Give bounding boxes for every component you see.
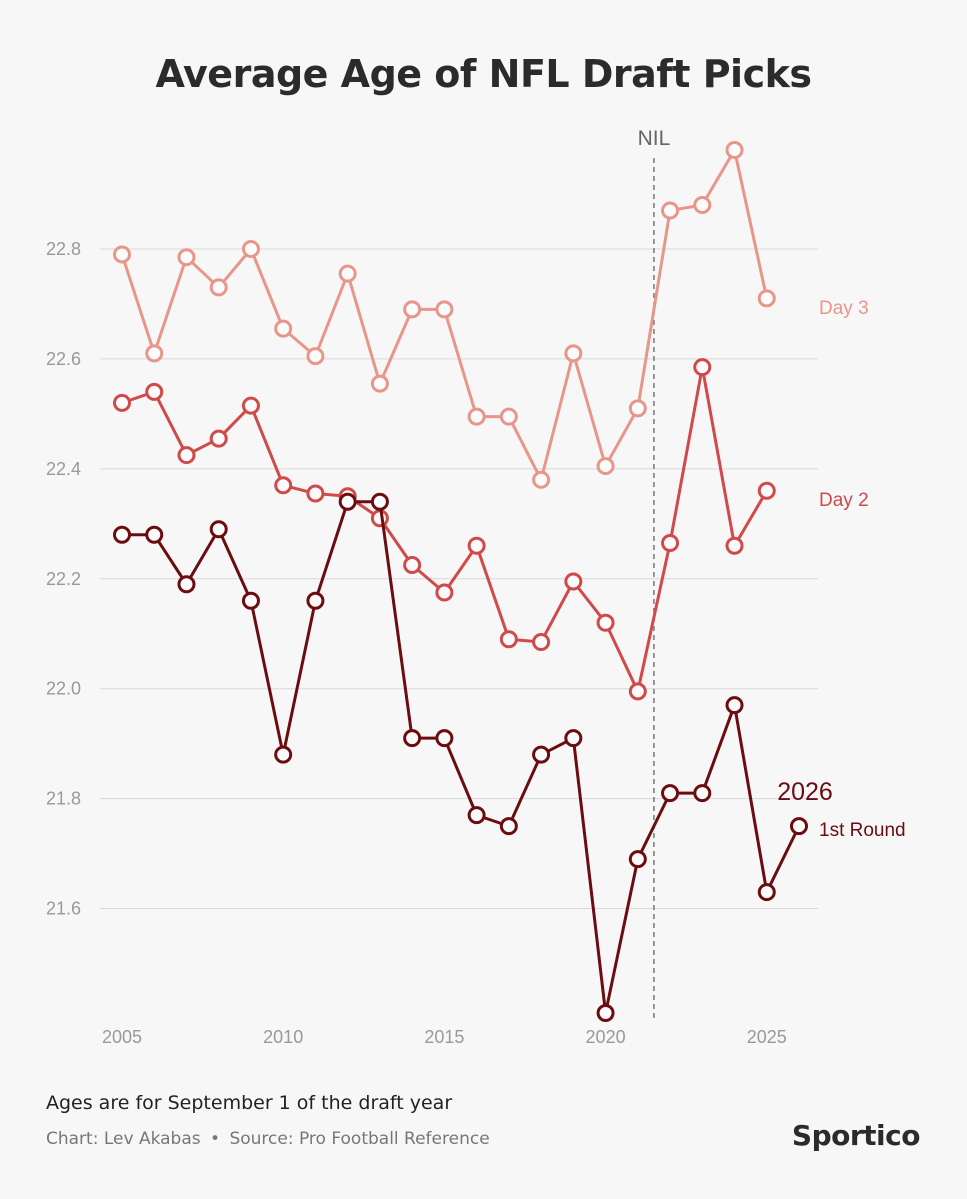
data-point bbox=[693, 784, 712, 803]
data-point bbox=[209, 429, 228, 448]
data-point bbox=[564, 729, 583, 748]
footnote: Ages are for September 1 of the draft ye… bbox=[46, 1092, 453, 1114]
data-point bbox=[499, 630, 518, 649]
series-day-3: Day 3 bbox=[113, 141, 869, 489]
data-point bbox=[532, 745, 551, 764]
data-point bbox=[661, 784, 680, 803]
data-point bbox=[113, 525, 131, 544]
data-point bbox=[338, 492, 357, 511]
y-tick-label: 21.8 bbox=[46, 789, 81, 809]
data-point bbox=[370, 492, 389, 511]
data-point bbox=[693, 358, 712, 377]
data-point bbox=[564, 572, 583, 591]
data-point bbox=[145, 382, 164, 401]
data-point bbox=[661, 201, 680, 220]
x-tick-label: 2010 bbox=[263, 1027, 303, 1047]
data-point bbox=[596, 613, 615, 632]
x-tick-label: 2025 bbox=[747, 1027, 787, 1047]
data-point bbox=[145, 525, 164, 544]
data-point bbox=[790, 817, 808, 836]
data-point bbox=[209, 278, 228, 297]
data-point bbox=[241, 591, 260, 610]
data-point bbox=[596, 457, 615, 476]
data-point bbox=[370, 509, 389, 528]
data-point bbox=[274, 476, 293, 495]
y-gridlines: 21.6 21.8 22.0 22.2 22.4 22.6 22.8 bbox=[46, 239, 818, 919]
series-line bbox=[122, 500, 801, 1015]
credit-separator: • bbox=[210, 1129, 221, 1149]
data-point bbox=[757, 481, 776, 500]
data-point bbox=[596, 1004, 615, 1022]
chart-title: Average Age of NFL Draft Picks bbox=[155, 52, 812, 96]
data-point bbox=[693, 195, 712, 214]
series-label: Day 2 bbox=[819, 490, 869, 511]
data-point bbox=[661, 534, 680, 553]
y-tick-label: 22.6 bbox=[46, 349, 81, 369]
nil-label: NIL bbox=[638, 127, 671, 150]
data-point bbox=[113, 245, 131, 264]
series-label: 1st Round bbox=[819, 820, 906, 841]
data-point bbox=[725, 141, 744, 159]
data-point bbox=[306, 591, 325, 610]
data-point bbox=[145, 344, 164, 363]
data-point bbox=[177, 446, 196, 465]
data-point bbox=[757, 289, 776, 308]
data-point bbox=[306, 347, 325, 366]
x-tick-label: 2020 bbox=[586, 1027, 626, 1047]
data-point bbox=[403, 556, 422, 575]
data-point bbox=[467, 536, 486, 555]
data-point bbox=[241, 239, 260, 258]
data-point bbox=[628, 399, 647, 418]
data-point bbox=[403, 300, 422, 319]
y-tick-label: 22.0 bbox=[46, 679, 81, 699]
data-point bbox=[467, 806, 486, 825]
y-tick-label: 22.8 bbox=[46, 239, 81, 259]
data-point bbox=[725, 696, 744, 715]
year-2026-annotation: 2026 bbox=[777, 778, 833, 806]
y-tick-label: 21.6 bbox=[46, 899, 81, 919]
data-point bbox=[628, 850, 647, 869]
data-point bbox=[241, 396, 260, 415]
data-point bbox=[306, 484, 325, 503]
data-point bbox=[274, 319, 293, 338]
data-point bbox=[209, 520, 228, 539]
series-label: Day 3 bbox=[819, 298, 869, 319]
chart-credit: Chart: Lev Akabas bbox=[46, 1129, 201, 1149]
data-point bbox=[532, 470, 551, 489]
data-point bbox=[499, 407, 518, 426]
data-point bbox=[467, 407, 486, 426]
data-point bbox=[725, 536, 744, 555]
data-point bbox=[113, 393, 131, 412]
y-tick-label: 22.2 bbox=[46, 569, 81, 589]
y-tick-label: 22.4 bbox=[46, 459, 81, 479]
x-tick-label: 2005 bbox=[102, 1027, 142, 1047]
data-point bbox=[628, 682, 647, 701]
series-day-2: Day 2 bbox=[113, 358, 869, 701]
data-point bbox=[435, 729, 454, 748]
credit-line: Chart: Lev Akabas • Source: Pro Football… bbox=[46, 1129, 490, 1149]
brand-logo: Sportico bbox=[791, 1119, 921, 1152]
data-point bbox=[403, 729, 422, 748]
source-credit: Source: Pro Football Reference bbox=[229, 1129, 490, 1149]
x-tick-label: 2015 bbox=[424, 1027, 464, 1047]
data-point bbox=[338, 264, 357, 283]
x-axis: 2005 2010 2015 2020 2025 bbox=[102, 1027, 787, 1047]
data-point bbox=[757, 883, 776, 902]
series-1st-round: 1st Round bbox=[113, 492, 906, 1022]
data-point bbox=[177, 248, 196, 267]
data-point bbox=[435, 583, 454, 602]
data-point bbox=[564, 344, 583, 363]
data-point bbox=[435, 300, 454, 319]
data-point bbox=[499, 817, 518, 836]
data-point bbox=[274, 745, 293, 764]
data-point bbox=[532, 632, 551, 651]
data-point bbox=[370, 374, 389, 393]
data-point bbox=[177, 575, 196, 594]
